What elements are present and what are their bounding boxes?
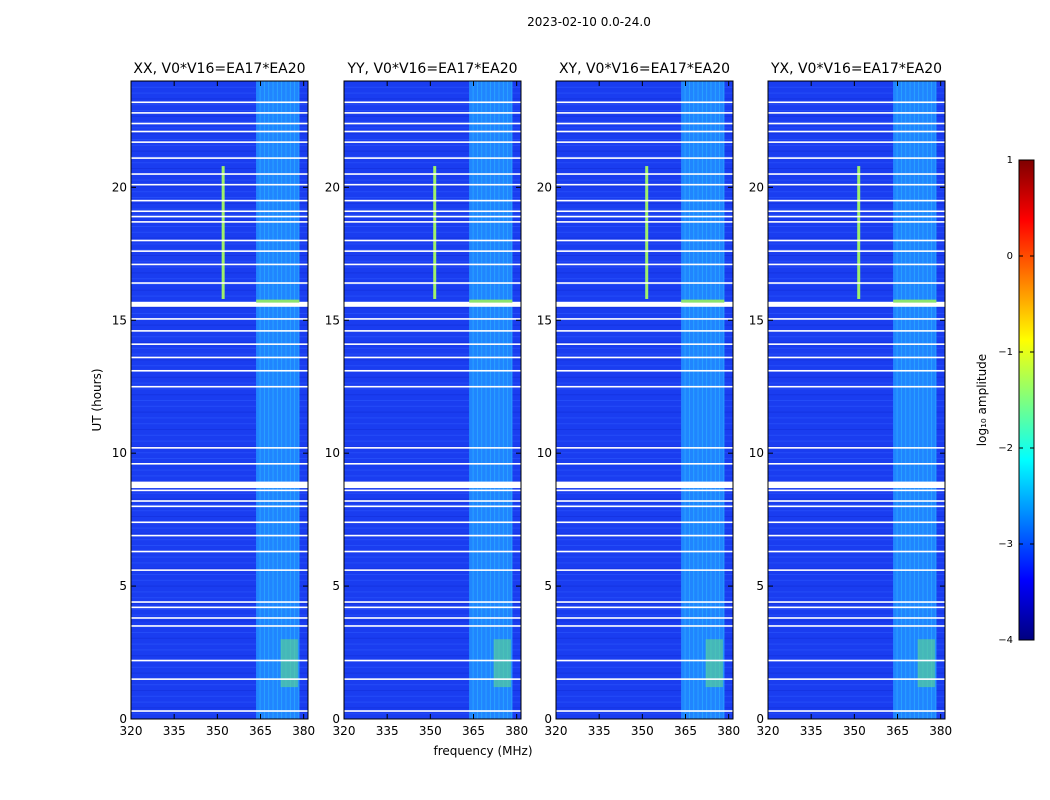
x-tick-label: 320	[333, 724, 356, 738]
rfi-column	[433, 166, 437, 299]
panel-title: XX, V0*V16=EA17*EA20	[133, 61, 305, 77]
y-tick-label: 15	[537, 313, 552, 327]
panel-frame	[343, 80, 522, 720]
panel-1: XX, V0*V16=EA17*EA20 320 335 350 365 380 0 5 10 1…	[112, 61, 315, 738]
panel-frame	[130, 80, 309, 720]
panels: XX, V0*V16=EA17*EA20 320 335 350 365 380 0 5 10 1…	[112, 61, 952, 738]
x-tick-label: 365	[462, 724, 485, 738]
flagged-gap-band	[681, 299, 725, 303]
y-tick-label: 15	[749, 313, 764, 327]
flagged-rows	[344, 101, 521, 712]
flagged-gap	[344, 482, 521, 489]
bright-patch	[917, 639, 935, 688]
x-tick-label: 320	[120, 724, 143, 738]
flagged-gap	[556, 301, 733, 307]
y-tick-label: 5	[332, 579, 340, 593]
y-tick-label: 15	[112, 313, 127, 327]
flagged-gap	[344, 301, 521, 307]
flagged-gap	[768, 482, 945, 489]
y-tick-label: 10	[112, 446, 127, 460]
x-tick-label: 380	[717, 724, 740, 738]
bright-patch	[493, 639, 511, 688]
y-tick-label: 20	[112, 180, 127, 194]
bright-patch	[705, 639, 723, 688]
panel-frame	[555, 80, 734, 720]
panel-3: XY, V0*V16=EA17*EA20 320 335 350 365 380 0 5 10 1…	[537, 61, 740, 738]
rfi-column	[857, 166, 861, 299]
panel-frame	[767, 80, 946, 720]
x-tick-label: 380	[292, 724, 315, 738]
y-tick-label: 5	[544, 579, 552, 593]
flagged-gap	[131, 482, 308, 489]
y-tick-label: 0	[756, 712, 764, 726]
strong-band-stripes	[681, 81, 724, 719]
x-tick-label: 335	[376, 724, 399, 738]
x-tick-label: 380	[929, 724, 952, 738]
colorbar-tick-label: −2	[998, 443, 1013, 454]
y-tick-label: 20	[749, 180, 764, 194]
x-tick-label: 320	[545, 724, 568, 738]
y-tick-label: 5	[119, 579, 127, 593]
panel-title: YX, V0*V16=EA17*EA20	[770, 61, 942, 77]
colorbar-tick-label: −4	[998, 635, 1013, 646]
flagged-gap-band	[893, 299, 937, 303]
y-tick-label: 0	[544, 712, 552, 726]
x-tick-label: 350	[843, 724, 866, 738]
x-axis-label: frequency (MHz)	[433, 744, 532, 758]
flagged-gap-band	[469, 299, 513, 303]
rfi-column	[221, 166, 225, 299]
y-tick-label: 0	[119, 712, 127, 726]
strong-band-stripes	[469, 81, 512, 719]
colorbar-label: log₁₀ amplitude	[975, 354, 989, 446]
y-tick-label: 0	[332, 712, 340, 726]
x-tick-label: 335	[800, 724, 823, 738]
panel-4: YX, V0*V16=EA17*EA20 320 335 350 365 380 0 5 10 1…	[749, 61, 952, 738]
x-tick-label: 350	[631, 724, 654, 738]
x-tick-label: 335	[163, 724, 186, 738]
panel-2: YY, V0*V16=EA17*EA20 320 335 350 365 380 0 5 10 1…	[325, 61, 528, 738]
flagged-gap	[768, 301, 945, 307]
x-tick-label: 365	[249, 724, 272, 738]
colorbar-gradient	[1018, 159, 1035, 641]
flagged-gap	[556, 482, 733, 489]
y-tick-label: 5	[756, 579, 764, 593]
flagged-gap	[131, 301, 308, 307]
x-tick-label: 350	[419, 724, 442, 738]
y-tick-label: 20	[325, 180, 340, 194]
colorbar: 1 0 −1 −2 −3 −4	[998, 155, 1035, 646]
y-tick-label: 10	[749, 446, 764, 460]
heatmap-texture	[131, 81, 308, 715]
x-tick-label: 365	[886, 724, 909, 738]
figure-suptitle: 2023-02-10 0.0-24.0	[527, 15, 651, 29]
bright-patch	[280, 639, 298, 688]
y-tick-label: 10	[537, 446, 552, 460]
panel-title: YY, V0*V16=EA17*EA20	[346, 61, 517, 77]
colorbar-tick-label: 0	[1007, 251, 1013, 262]
flagged-gap-band	[256, 299, 300, 303]
y-tick-label: 15	[325, 313, 340, 327]
rfi-column	[645, 166, 649, 299]
strong-band-stripes	[256, 81, 299, 719]
colorbar-tick-label: −1	[998, 347, 1013, 358]
flagged-rows	[768, 101, 945, 712]
x-tick-label: 335	[588, 724, 611, 738]
y-axis-label: UT (hours)	[90, 368, 104, 431]
flagged-rows	[556, 101, 733, 712]
y-tick-label: 10	[325, 446, 340, 460]
colorbar-tick-label: −3	[998, 539, 1013, 550]
x-tick-label: 350	[206, 724, 229, 738]
x-tick-label: 380	[505, 724, 528, 738]
panel-title: XY, V0*V16=EA17*EA20	[559, 61, 730, 77]
x-tick-label: 365	[674, 724, 697, 738]
strong-band-stripes	[893, 81, 936, 719]
y-tick-label: 20	[537, 180, 552, 194]
x-tick-label: 320	[757, 724, 780, 738]
colorbar-tick-label: 1	[1007, 155, 1013, 166]
